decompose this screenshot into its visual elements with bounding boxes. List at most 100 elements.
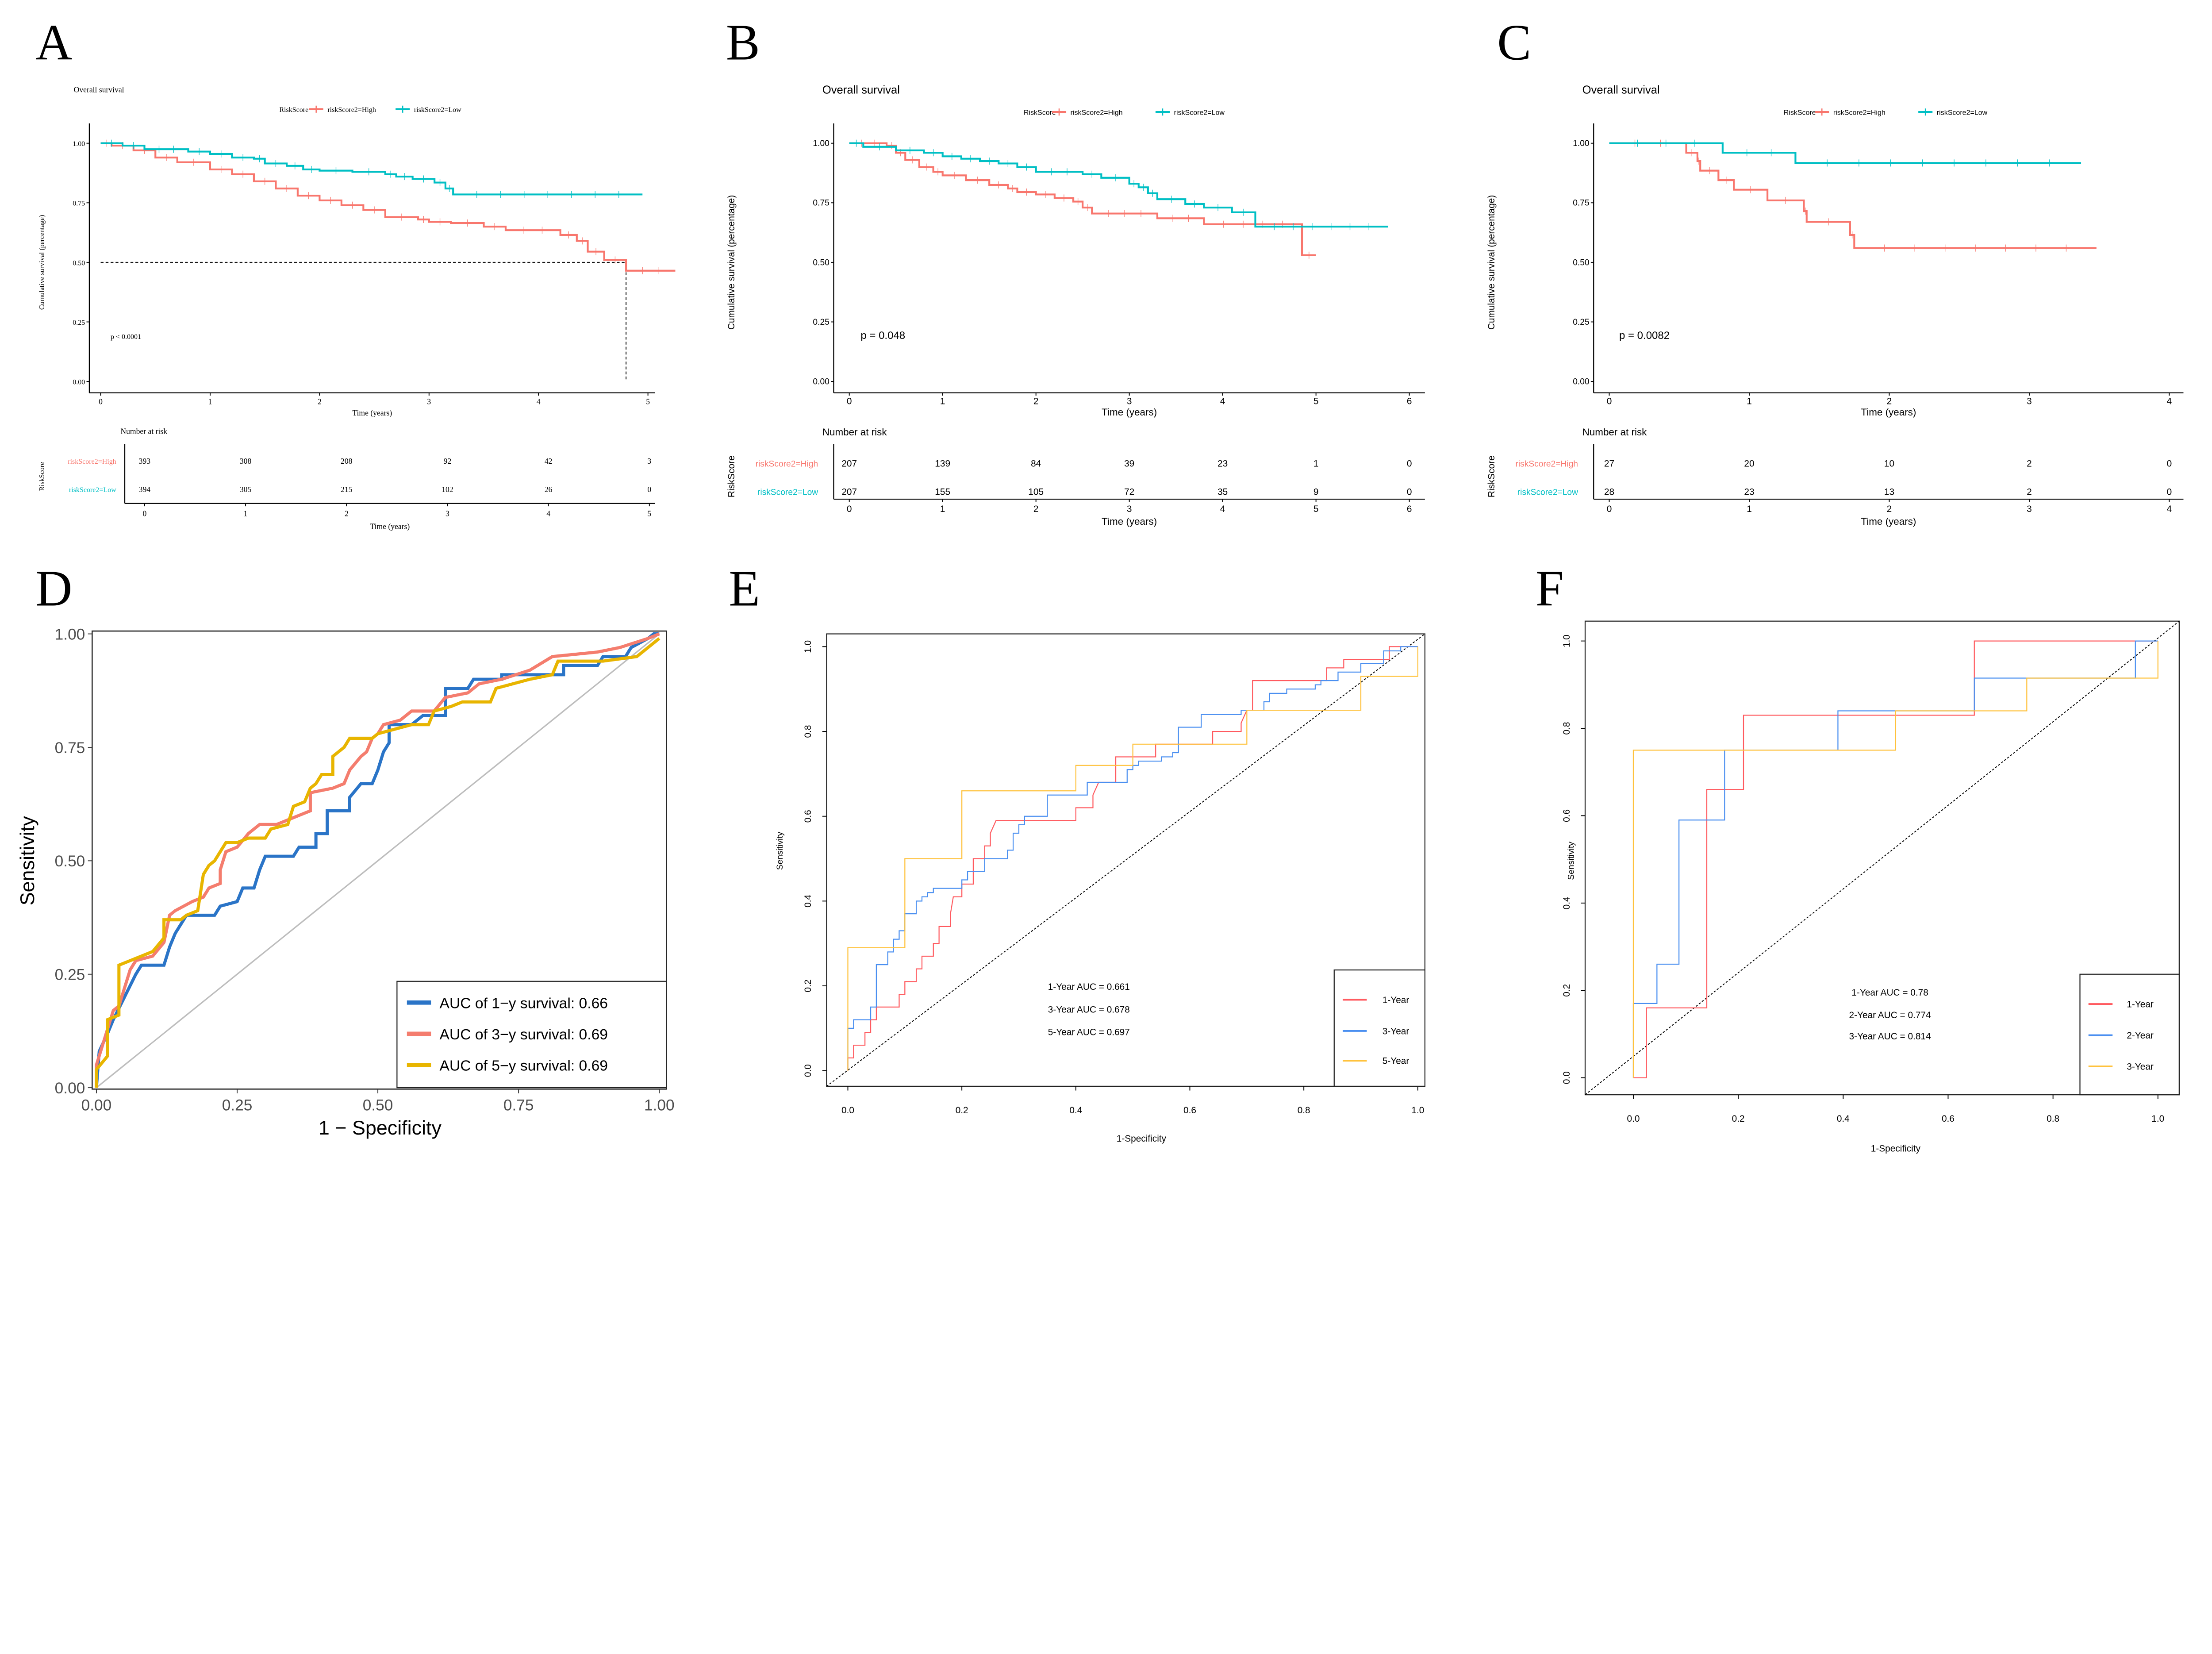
chart-title: Overall survival bbox=[74, 85, 124, 94]
x-tick-label: 6 bbox=[1407, 396, 1412, 406]
legend-label: riskScore2=High bbox=[1071, 109, 1123, 117]
y-tick-label: 0.8 bbox=[1562, 722, 1572, 735]
y-tick-label: 0.50 bbox=[813, 258, 829, 267]
y-tick-label: 1.00 bbox=[813, 139, 829, 148]
legend-label: 1-Year bbox=[2127, 999, 2154, 1009]
y-tick-label: 1.00 bbox=[73, 140, 85, 148]
risk-table-row-label: riskScore2=Low bbox=[1517, 488, 1578, 497]
x-axis-label: Time (years) bbox=[1861, 407, 1916, 418]
risk-table-count: 102 bbox=[442, 485, 453, 494]
risk-table-count: 84 bbox=[1031, 458, 1041, 469]
risk-table-x-tick-label: 6 bbox=[1407, 504, 1412, 514]
y-tick-label: 0.2 bbox=[1562, 984, 1572, 997]
x-tick-label: 0.2 bbox=[1732, 1114, 1745, 1124]
risk-table-x-tick-label: 1 bbox=[244, 509, 248, 518]
y-axis-label: Cumulative survival (percentage) bbox=[1486, 195, 1497, 330]
x-tick-label: 3 bbox=[1127, 396, 1132, 406]
x-tick-label: 4 bbox=[2167, 396, 2172, 406]
x-tick-label: 0.00 bbox=[81, 1096, 112, 1114]
panel-label-a: A bbox=[35, 14, 72, 71]
x-tick-label: 3 bbox=[2027, 396, 2032, 406]
risk-table-y-label: RiskScore bbox=[726, 455, 737, 497]
x-tick-label: 0.2 bbox=[956, 1105, 968, 1115]
risk-table-count: 35 bbox=[1217, 487, 1228, 497]
x-tick-label: 4 bbox=[1220, 396, 1225, 406]
x-tick-label: 5 bbox=[1313, 396, 1319, 406]
risk-table-x-tick-label: 3 bbox=[2027, 504, 2032, 514]
risk-table-count: 26 bbox=[545, 485, 553, 494]
legend-box bbox=[396, 981, 667, 1089]
km-panel-b: Overall survival RiskScore riskScore2=High… bbox=[726, 84, 1425, 527]
risk-table-x-tick-label: 2 bbox=[1033, 504, 1039, 514]
risk-table-title: Number at risk bbox=[120, 427, 167, 436]
risk-table-x-tick-label: 1 bbox=[940, 504, 945, 514]
y-tick-label: 0.00 bbox=[73, 379, 85, 386]
x-axis-label: 1-Specificity bbox=[1117, 1134, 1167, 1144]
p-value: p < 0.0001 bbox=[111, 333, 141, 341]
reference-diagonal bbox=[1585, 620, 2180, 1095]
risk-table-x-tick-label: 0 bbox=[1607, 504, 1612, 514]
x-tick-label: 0.8 bbox=[2047, 1114, 2059, 1124]
y-tick-label: 0.50 bbox=[1573, 258, 1589, 267]
risk-table-row-label: riskScore2=High bbox=[1515, 459, 1578, 469]
x-tick-label: 0.4 bbox=[1837, 1114, 1850, 1124]
y-tick-label: 0.00 bbox=[1573, 377, 1589, 387]
panel-label-c: C bbox=[1497, 14, 1531, 71]
reference-diagonal bbox=[826, 633, 1425, 1087]
risk-table-count: 3 bbox=[647, 457, 651, 465]
auc-annotation: 2-Year AUC = 0.774 bbox=[1849, 1010, 1931, 1020]
y-axis-label: Sensitivity bbox=[1567, 842, 1576, 880]
x-tick-label: 0.4 bbox=[1069, 1105, 1082, 1115]
risk-table-count: 39 bbox=[1124, 458, 1134, 469]
panel-label-b: B bbox=[726, 14, 760, 71]
risk-table-x-tick-label: 1 bbox=[1747, 504, 1752, 514]
chart-title: Overall survival bbox=[822, 84, 900, 96]
x-axis-label: Time (years) bbox=[352, 408, 392, 417]
roc-panel-f: 0.0 0.2 0.4 0.6 0.8 1.0 0.0 0.2 0.4 0.6 0.8 1.0 1-Sp… bbox=[1562, 620, 2180, 1154]
x-tick-label: 1 bbox=[1747, 396, 1752, 406]
y-tick-label: 0.00 bbox=[55, 1080, 85, 1097]
auc-annotation: 5-Year AUC = 0.697 bbox=[1048, 1027, 1130, 1038]
x-tick-label: 5 bbox=[646, 397, 650, 406]
legend-title: RiskScore bbox=[279, 106, 308, 114]
reference-diagonal bbox=[96, 633, 660, 1089]
risk-table-x-label: Time (years) bbox=[370, 522, 410, 531]
risk-table-x-tick-label: 2 bbox=[345, 509, 349, 518]
y-tick-label: 0.8 bbox=[803, 725, 813, 738]
y-tick-label: 0.50 bbox=[73, 259, 85, 267]
y-tick-label: 0.2 bbox=[803, 980, 813, 992]
survival-curve-low bbox=[100, 142, 643, 196]
risk-table-count: 10 bbox=[1884, 458, 1894, 469]
x-tick-label: 0.6 bbox=[1183, 1105, 1196, 1115]
x-tick-label: 2 bbox=[1033, 396, 1039, 406]
x-tick-label: 0.0 bbox=[841, 1105, 854, 1115]
legend-label: 1-Year bbox=[1382, 995, 1409, 1005]
survival-curve-high bbox=[100, 142, 676, 272]
y-tick-label: 0.6 bbox=[1562, 809, 1572, 822]
legend-label: AUC of 3−y survival: 0.69 bbox=[440, 1027, 608, 1043]
risk-table-y-label: RiskScore bbox=[1486, 455, 1497, 497]
risk-table-count: 20 bbox=[1744, 458, 1754, 469]
risk-table-count: 0 bbox=[1407, 487, 1412, 497]
legend-label: 3-Year bbox=[1382, 1026, 1409, 1036]
risk-table-title: Number at risk bbox=[822, 427, 887, 438]
risk-table-count: 394 bbox=[139, 485, 151, 494]
risk-table-count: 13 bbox=[1884, 487, 1894, 497]
panel-label-f: F bbox=[1536, 560, 1564, 616]
x-tick-label: 1.0 bbox=[1411, 1105, 1424, 1115]
y-tick-label: 0.75 bbox=[73, 200, 85, 208]
x-tick-label: 0.8 bbox=[1298, 1105, 1310, 1115]
legend-title: RiskScore bbox=[1784, 109, 1816, 117]
x-tick-label: 1.0 bbox=[2151, 1114, 2164, 1124]
legend-label: riskScore2=High bbox=[1833, 109, 1886, 117]
risk-table-x-tick-label: 0 bbox=[142, 509, 146, 518]
risk-table-count: 0 bbox=[1407, 458, 1412, 469]
x-axis-label: Time (years) bbox=[1102, 407, 1157, 418]
x-tick-label: 0.50 bbox=[363, 1096, 393, 1114]
risk-table-count: 28 bbox=[1604, 487, 1614, 497]
risk-table-x-tick-label: 4 bbox=[546, 509, 550, 518]
y-tick-label: 0.50 bbox=[55, 853, 85, 870]
legend-label: AUC of 1−y survival: 0.66 bbox=[440, 996, 608, 1012]
roc-panel-d: 0.00 0.25 0.50 0.75 1.00 0.00 0.25 0.50 0.75 1.00… bbox=[16, 626, 675, 1139]
auc-annotation: 1-Year AUC = 0.661 bbox=[1048, 982, 1130, 992]
